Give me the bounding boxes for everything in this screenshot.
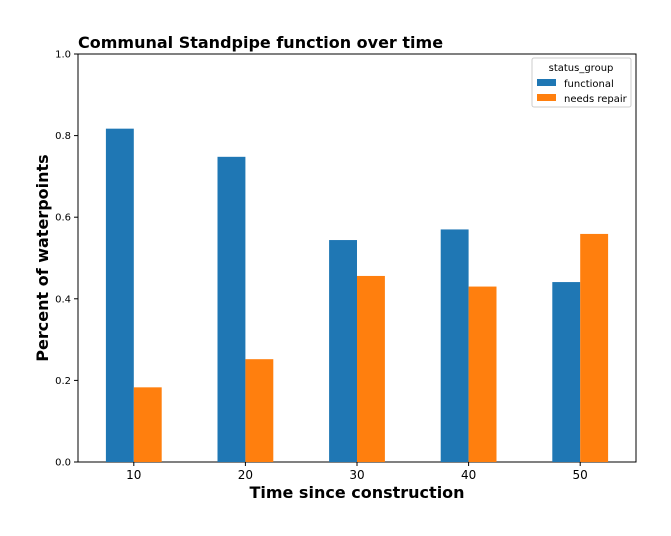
legend-box [531,57,632,108]
bar-needs-repair-20 [245,359,274,462]
x-tick-label: 50 [573,468,588,482]
legend-title: status_group [549,63,614,74]
y-axis: 0.0 0.2 0.4 0.6 0.8 1.0 [55,50,78,469]
legend: status_group functional needs repair [531,57,632,108]
bar-functional-30 [329,240,357,462]
bar-needs-repair-40 [468,286,497,462]
bar-functional-40 [440,229,469,462]
chart-title: Communal Standpipe function over time [78,33,443,52]
legend-label-needs-repair: needs repair [564,94,628,105]
legend-swatch-functional [537,79,556,86]
bar-needs-repair-30 [357,275,385,462]
y-axis-label: Percent of waterpoints [33,154,52,361]
x-tick-label: 40 [461,468,476,482]
x-tick-label: 20 [238,468,253,482]
legend-swatch-needs-repair [537,94,556,101]
x-tick-label: 10 [126,468,141,482]
bar-needs-repair-50 [580,233,609,462]
x-axis: 10 20 30 40 50 [126,462,588,482]
bar-functional-50 [552,282,581,462]
x-tick-label: 30 [349,468,364,482]
y-tick-label: 0.2 [55,376,71,387]
bars-group [105,128,609,463]
bar-functional-10 [105,128,134,462]
bar-functional-20 [217,156,246,463]
bar-needs-repair-10 [133,387,162,462]
y-tick-label: 0.0 [55,458,71,469]
y-tick-label: 0.4 [55,294,71,305]
y-tick-label: 1.0 [55,50,71,61]
y-tick-label: 0.8 [55,131,71,142]
x-axis-label: Time since construction [249,483,464,502]
legend-label-functional: functional [564,79,614,90]
y-tick-label: 0.6 [55,213,71,224]
